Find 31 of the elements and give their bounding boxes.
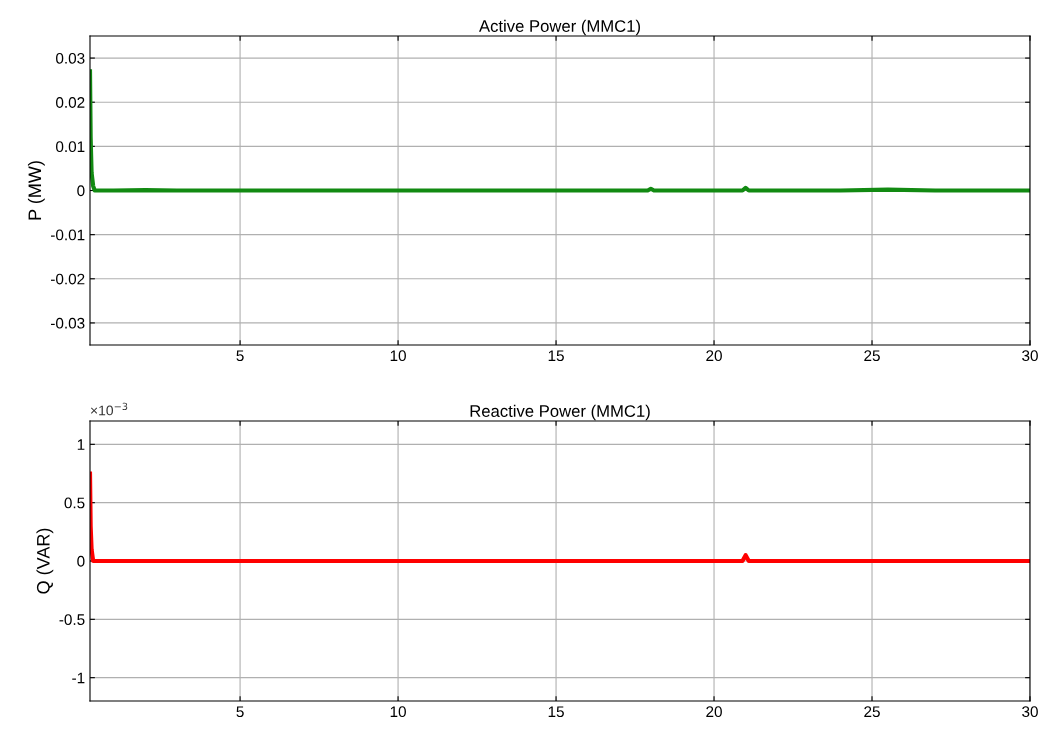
y-tick-label: 0 xyxy=(77,555,85,567)
x-tick-label: 30 xyxy=(1022,706,1038,718)
x-tick-label: 5 xyxy=(236,706,244,718)
text: ×10$^{−3}$ xyxy=(90,402,128,416)
y-tick-label: 0 xyxy=(77,185,85,197)
y-tick-label: -1 xyxy=(72,672,85,684)
y-axis-title: P (MW) xyxy=(27,161,45,220)
line-series xyxy=(90,69,1030,193)
y-tick-label: 0.03 xyxy=(56,52,85,64)
x-tick-label: 10 xyxy=(390,706,406,718)
x-tick-label: 20 xyxy=(706,350,722,362)
x-tick-label: 25 xyxy=(864,706,880,718)
x-tick-label: 15 xyxy=(548,706,564,718)
chart-title: Active Power (MMC1) xyxy=(479,19,640,36)
y-tick-label: -0.5 xyxy=(59,614,85,626)
y-tick-label: -0.01 xyxy=(51,229,85,241)
y-axis-title: Q (VAR) xyxy=(36,528,54,594)
x-tick-label: 25 xyxy=(864,350,880,362)
x-tick-label: 5 xyxy=(236,350,244,362)
line-series xyxy=(90,471,1030,564)
y-tick-label: 0.5 xyxy=(64,497,85,509)
x-tick-label: 20 xyxy=(706,706,722,718)
y-tick-label: 0.02 xyxy=(56,97,85,108)
x-tick-label: 15 xyxy=(548,350,564,362)
y-tick-label: 1 xyxy=(77,439,85,450)
x-tick-label: 10 xyxy=(390,350,406,362)
chart-title: Reactive Power (MMC1) xyxy=(470,404,650,421)
y-tick-label: -0.03 xyxy=(51,317,85,329)
y-tick-label: -0.02 xyxy=(51,273,85,285)
y-tick-label: 0.01 xyxy=(56,141,85,153)
x-tick-label: 30 xyxy=(1022,350,1038,362)
